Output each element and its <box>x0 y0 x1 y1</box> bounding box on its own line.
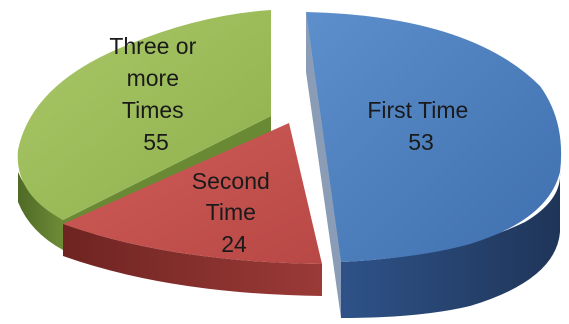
label-three-or-more-times-line-1: Three or <box>109 33 196 59</box>
slice-first-time-side <box>341 172 561 318</box>
slice-three-or-more-times-top <box>17 10 271 220</box>
slice-first-time-top <box>306 12 562 262</box>
label-second-time: Second Time 24 <box>192 168 276 257</box>
label-first-time: First Time 53 <box>367 97 474 155</box>
slice-second-time-side <box>63 224 322 296</box>
label-three-or-more-times-line-3: Times <box>122 97 184 123</box>
slice-first-time <box>306 12 562 318</box>
label-second-time-line-2: Time <box>206 199 256 225</box>
label-first-time-line-2: 53 <box>408 129 434 155</box>
label-three-or-more-times-line-2: more <box>127 65 179 91</box>
slice-second-time <box>63 123 322 296</box>
label-first-time-line-1: First Time <box>367 97 468 123</box>
label-three-or-more-times: Three or more Times 55 <box>109 33 202 155</box>
slice-second-time-top <box>63 123 322 264</box>
label-second-time-line-3: 24 <box>221 231 247 257</box>
label-three-or-more-times-line-4: 55 <box>143 129 169 155</box>
label-second-time-line-1: Second <box>192 168 270 194</box>
slice-first-time-inner-face <box>306 12 341 318</box>
